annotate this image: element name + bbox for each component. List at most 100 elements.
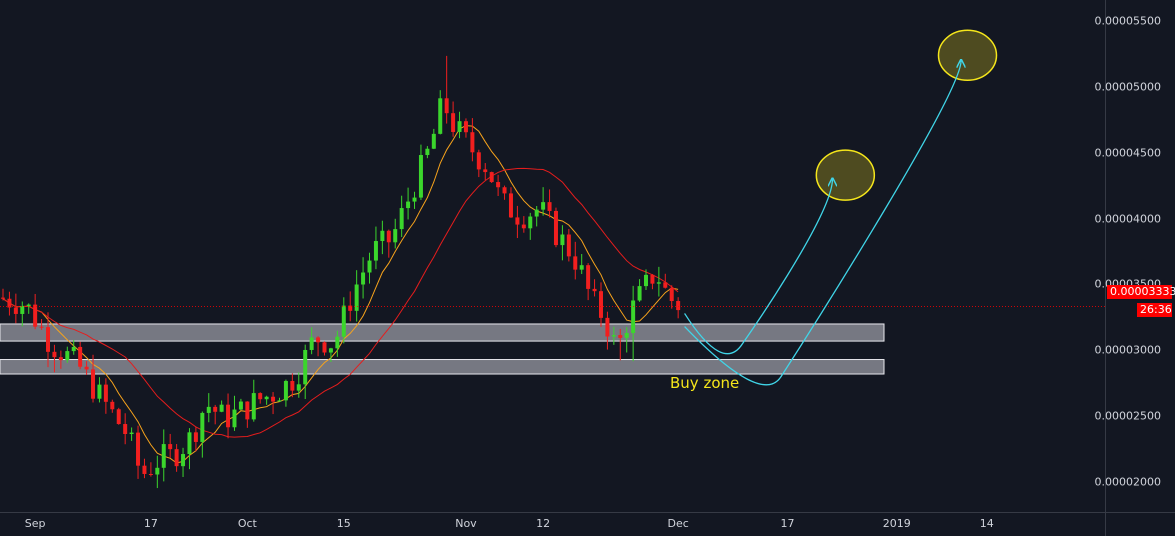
candle [541,187,546,216]
candle [393,218,398,249]
candle [476,149,481,178]
moving-averages-layer [2,125,679,464]
candle [399,195,404,238]
candle [444,55,449,124]
buy-zone-rect [0,323,885,342]
candle [521,216,526,233]
candle [7,291,12,316]
price-tick-label: 0.00004500 [1094,146,1161,160]
candle [528,212,533,240]
candle [123,413,128,445]
candle [483,163,488,181]
candle [264,395,269,405]
candle [97,377,102,403]
candle [438,90,443,135]
candle [618,328,623,361]
candle [457,111,462,139]
candle [33,293,38,330]
candle [71,339,76,355]
candle [566,228,571,262]
candle [283,379,288,407]
candle [245,401,250,428]
candle [1,288,5,301]
candle [52,344,57,373]
time-tick-label: 2019 [882,517,911,530]
candle [116,407,121,425]
candle [46,312,51,368]
candle [200,411,205,458]
candle [91,354,96,403]
candle [669,285,674,309]
candle [309,327,314,355]
candle [277,397,282,402]
candle [341,297,346,344]
candle [103,378,108,414]
moving-average-line [2,125,679,464]
target-ellipse [937,29,998,82]
price-tick-label: 0.00004000 [1094,212,1161,226]
candle [13,293,18,324]
time-tick-label: 12 [536,517,551,530]
time-tick-label: 15 [336,517,351,530]
candle [296,372,301,398]
candle [136,425,141,479]
price-tick-label: 0.00005500 [1094,14,1161,28]
candle [361,257,366,299]
candle [502,185,507,200]
candle [316,336,321,357]
candle [598,282,603,327]
candle [58,350,63,369]
candle [418,144,423,201]
candle [348,291,353,322]
candle [586,263,591,301]
candle [451,101,456,137]
candle [142,458,147,479]
candle [534,205,539,227]
candle [84,361,89,375]
candle [39,319,44,330]
candle [206,393,211,423]
candle [65,346,70,363]
candle [232,395,237,431]
candle [579,254,584,275]
candle [412,191,417,209]
candle [431,128,436,150]
candle [373,226,378,270]
price-tick-label: 0.00002000 [1094,475,1161,489]
candle [605,311,610,350]
candle [193,426,198,452]
candle [592,279,597,297]
candle [496,174,501,196]
buy-zone-annotation: Buy zone [670,374,740,392]
projection-arrow [684,61,961,386]
candle [148,462,153,477]
time-tick-label: 17 [780,517,795,530]
candle [26,303,31,314]
candle [573,241,578,280]
candle [553,207,558,248]
candle [181,447,186,478]
candle [168,433,173,458]
candle [367,252,372,284]
candle [303,344,308,400]
moving-average-line [2,167,679,438]
candle [650,274,655,290]
candle [129,427,134,441]
candle [547,189,552,218]
candle [637,279,642,302]
price-tick-label: 0.00005000 [1094,80,1161,94]
time-tick-label: Oct [237,517,257,530]
candle [663,273,668,289]
candle [78,341,83,370]
target-ellipse [815,149,876,201]
candle [155,455,160,489]
candle [463,118,468,138]
projection-layer [684,29,998,386]
candle [515,205,520,239]
candle [644,269,648,291]
candle [425,146,430,159]
candle [251,379,256,422]
candle [624,327,629,353]
candle [226,393,231,439]
